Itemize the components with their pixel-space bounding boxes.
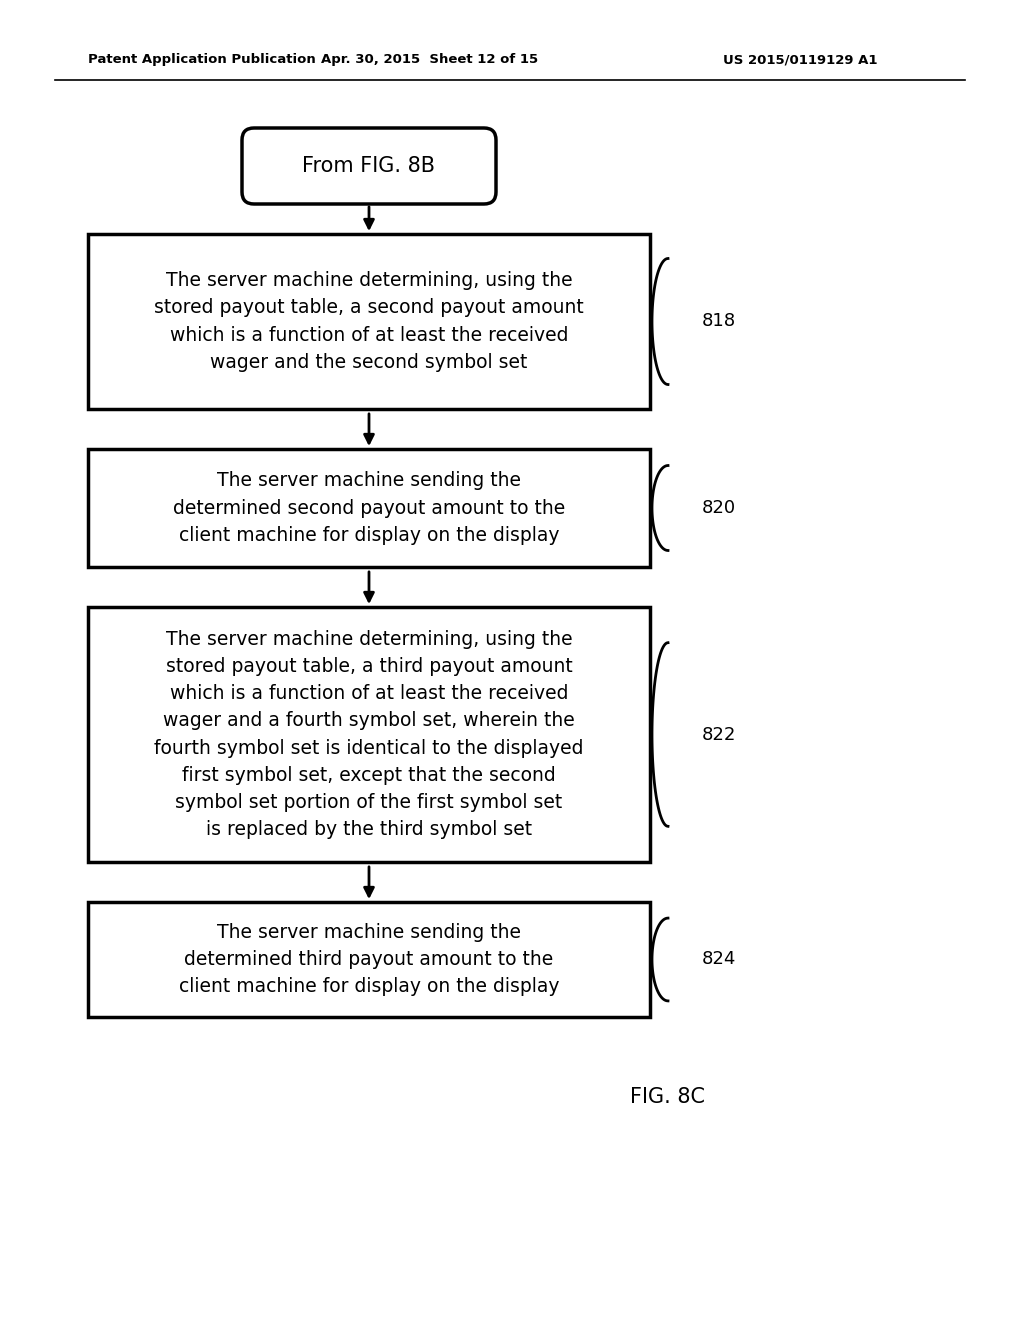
Bar [88, 449, 650, 568]
Text: 822: 822 [702, 726, 736, 743]
Text: From FIG. 8B: From FIG. 8B [302, 156, 435, 176]
Text: Patent Application Publication: Patent Application Publication [88, 54, 315, 66]
Text: The server machine sending the
determined second payout amount to the
client mac: The server machine sending the determine… [173, 471, 565, 545]
Text: The server machine sending the
determined third payout amount to the
client mach: The server machine sending the determine… [179, 923, 559, 997]
Text: 820: 820 [702, 499, 736, 517]
Text: Apr. 30, 2015  Sheet 12 of 15: Apr. 30, 2015 Sheet 12 of 15 [322, 54, 539, 66]
Bar [88, 234, 650, 409]
Text: The server machine determining, using the
stored payout table, a third payout am: The server machine determining, using th… [155, 630, 584, 840]
Text: FIG. 8C: FIG. 8C [630, 1086, 705, 1107]
Text: The server machine determining, using the
stored payout table, a second payout a: The server machine determining, using th… [155, 271, 584, 372]
Text: 818: 818 [702, 313, 736, 330]
Bar [88, 902, 650, 1016]
Bar [88, 607, 650, 862]
FancyBboxPatch shape [242, 128, 496, 205]
Text: 824: 824 [702, 950, 736, 969]
Text: US 2015/0119129 A1: US 2015/0119129 A1 [723, 54, 878, 66]
